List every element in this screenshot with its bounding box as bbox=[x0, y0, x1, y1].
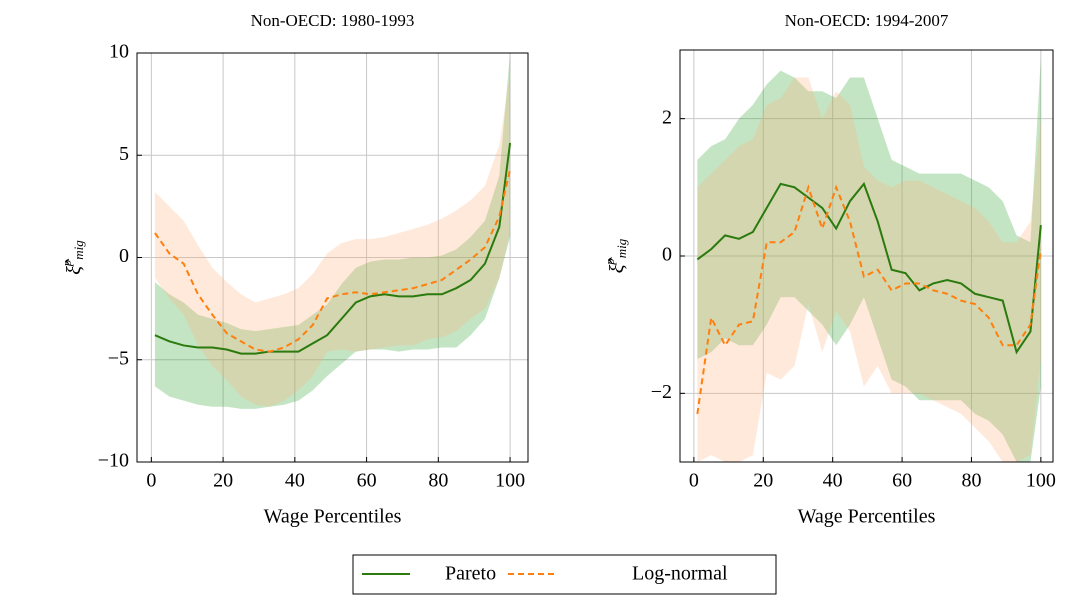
series-line bbox=[696, 184, 1042, 415]
x-tick-label: 60 bbox=[892, 470, 912, 492]
y-tick-label: −2 bbox=[651, 381, 672, 403]
x-axis-label: Wage Percentiles bbox=[798, 506, 936, 528]
confidence-band bbox=[697, 77, 1041, 462]
chart-title: Non-OECD: 1994-2007 bbox=[785, 11, 949, 30]
axes-frame bbox=[679, 49, 1054, 463]
x-axis-label: Wage Percentiles bbox=[264, 506, 402, 528]
x-tick-label: 0 bbox=[689, 470, 699, 492]
y-label-sub: mig bbox=[71, 240, 86, 260]
x-tick-label: 100 bbox=[495, 470, 525, 492]
x-tick-label: 40 bbox=[823, 470, 843, 492]
confidence-band bbox=[154, 73, 511, 407]
series-line bbox=[154, 142, 512, 355]
axes-frame bbox=[136, 52, 529, 463]
legend-box bbox=[352, 554, 777, 595]
legend-label: Pareto bbox=[445, 563, 496, 585]
y-axis-label: ξ̂pmig bbox=[602, 238, 629, 273]
series-line bbox=[154, 169, 512, 353]
x-tick-label: 60 bbox=[357, 470, 377, 492]
x-tick-label: 40 bbox=[285, 470, 305, 492]
plot-area bbox=[696, 56, 1042, 462]
y-tick-label: 0 bbox=[119, 245, 129, 267]
y-tick-label: −5 bbox=[108, 347, 129, 369]
x-tick-label: 80 bbox=[961, 470, 981, 492]
y-tick-label: 5 bbox=[119, 143, 129, 165]
y-axis-label: ξ̂pmig bbox=[59, 240, 86, 275]
x-tick-label: 20 bbox=[213, 470, 233, 492]
legend-label: Log-normal bbox=[632, 563, 728, 585]
x-tick-label: 20 bbox=[753, 470, 773, 492]
series-line bbox=[696, 181, 1042, 355]
x-tick-label: 80 bbox=[428, 470, 448, 492]
y-tick-label: −10 bbox=[98, 450, 129, 472]
y-tick-label: 0 bbox=[662, 244, 672, 266]
confidence-band bbox=[697, 56, 1041, 462]
y-label-sup: p bbox=[602, 258, 617, 266]
y-label-sup: p bbox=[59, 259, 74, 267]
confidence-band bbox=[154, 53, 511, 409]
y-tick-label: 10 bbox=[109, 41, 129, 63]
plot-area bbox=[154, 53, 512, 409]
y-tick-label: 2 bbox=[662, 106, 672, 128]
y-label-sub: mig bbox=[614, 238, 629, 258]
chart-title: Non-OECD: 1980-1993 bbox=[251, 11, 415, 30]
x-tick-label: 0 bbox=[146, 470, 156, 492]
x-tick-label: 100 bbox=[1026, 470, 1056, 492]
